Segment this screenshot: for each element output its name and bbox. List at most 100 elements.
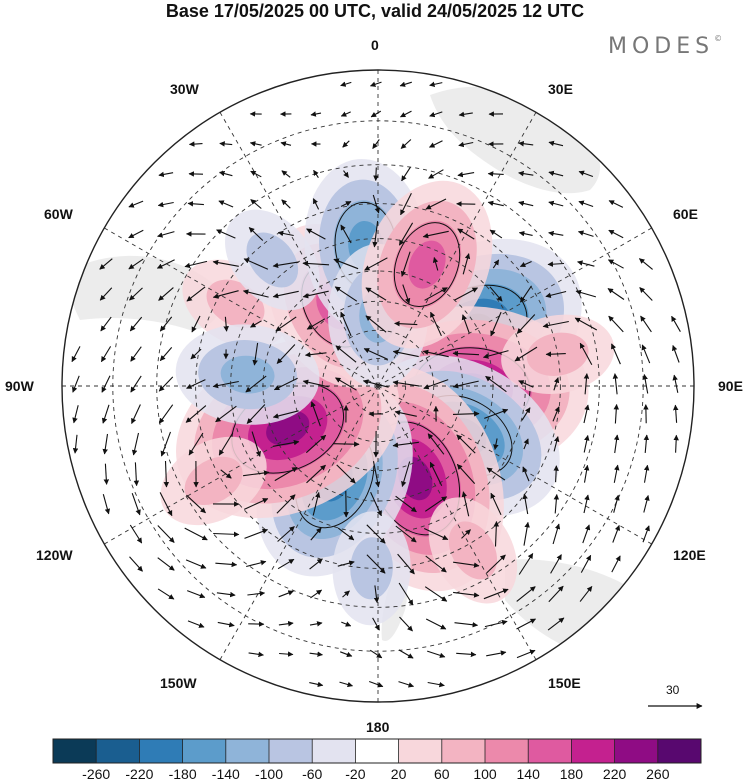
wind-vector: [157, 231, 175, 238]
wind-vector: [332, 441, 360, 447]
wind-vector: [457, 171, 475, 178]
wind-vector: [553, 465, 559, 483]
wind-vector: [641, 344, 651, 364]
lat-lon-grid: [62, 70, 694, 702]
wind-vector: [186, 379, 206, 389]
wind-vector: [281, 199, 291, 209]
wind-vector: [372, 461, 381, 488]
wind-vector: [188, 432, 204, 456]
wind-vector: [489, 286, 503, 302]
wind-vector: [306, 318, 326, 330]
wind-vector: [72, 375, 80, 393]
wind-vector: [583, 464, 590, 483]
wind-vector: [157, 525, 175, 543]
wind-vector: [613, 494, 620, 513]
wind-vector: [370, 491, 382, 517]
wind-vector: [129, 524, 143, 544]
wind-vector: [272, 290, 299, 299]
wind-vector: [185, 405, 207, 423]
colorbar-swatch: [53, 739, 97, 763]
wind-vector: [190, 348, 202, 360]
wind-vector: [219, 170, 233, 177]
wind-vector: [372, 617, 380, 631]
wind-vector: [612, 524, 621, 543]
wind-vector: [518, 200, 534, 207]
wind-vector: [244, 528, 269, 539]
wind-vector: [220, 469, 232, 479]
wind-vector: [548, 140, 564, 147]
wind-vector: [128, 200, 144, 208]
map-boundary: [61, 69, 695, 703]
wind-vector: [516, 586, 536, 602]
wind-vector: [427, 650, 446, 658]
wind-vector: [249, 141, 262, 147]
wind-vector: [452, 411, 480, 417]
wind-vector: [340, 81, 352, 87]
wind-vector: [643, 494, 650, 513]
wind-vector: [128, 229, 144, 239]
wind-vector: [159, 316, 173, 332]
wind-vector: [611, 343, 621, 365]
wind-vector: [398, 649, 414, 659]
wind-vector: [516, 649, 536, 659]
wind-vector: [672, 374, 679, 393]
wind-vector: [159, 347, 173, 362]
colorbar-swatch: [355, 739, 399, 763]
lon-label-120w: 120W: [36, 547, 73, 563]
wind-vector: [452, 350, 480, 357]
wind-vector: [313, 169, 319, 178]
wind-vector: [642, 525, 650, 543]
wind-vector: [432, 256, 439, 271]
wind-vector: [72, 405, 79, 424]
wind-vector: [187, 201, 204, 207]
wind-vector: [484, 408, 509, 419]
wind-vector: [305, 434, 327, 454]
wind-vector: [158, 404, 174, 424]
wind-vector: [458, 141, 474, 148]
wind-vector: [608, 229, 624, 239]
colorbar-swatch: [398, 739, 443, 763]
wind-vector: [423, 528, 449, 540]
wind-vector: [372, 139, 380, 150]
wind-vector: [215, 405, 237, 423]
wind-vector: [372, 221, 379, 248]
wind-vector: [101, 404, 110, 424]
wind-vector: [490, 492, 502, 516]
lon-label-30w: 30W: [170, 81, 199, 97]
wind-vector: [72, 434, 79, 454]
reference-vector-label: 30: [666, 683, 680, 697]
colorbar-swatch: [485, 739, 529, 763]
wind-vector: [401, 166, 411, 182]
wind-vector: [215, 561, 238, 568]
wind-vector: [462, 253, 471, 275]
wind-vector: [394, 320, 418, 327]
wind-vector: [577, 260, 595, 267]
wind-vector: [429, 140, 443, 148]
wind-vector: [428, 169, 444, 179]
wind-vector: [422, 230, 449, 239]
wind-vector: [486, 650, 507, 657]
wind-vector: [640, 315, 652, 333]
wind-vector: [340, 311, 352, 337]
wind-vector: [552, 523, 561, 545]
wind-vector: [302, 260, 330, 267]
wind-vector: [252, 342, 259, 366]
wind-vector: [310, 401, 321, 427]
wind-vector: [312, 198, 320, 210]
wind-vector: [337, 560, 355, 567]
wind-vector: [341, 621, 352, 627]
colorbar-tick-label: 60: [434, 766, 450, 782]
wind-vector: [274, 466, 298, 482]
wind-vector: [399, 81, 412, 87]
lon-label-150w: 150W: [160, 675, 197, 691]
wind-vector: [277, 526, 295, 542]
wind-vector: [281, 170, 291, 178]
wind-vector: [213, 531, 240, 538]
lon-label-30e: 30E: [548, 81, 573, 97]
wind-vector: [128, 258, 144, 270]
wind-vector: [309, 621, 323, 627]
wind-vector: [339, 681, 354, 688]
wind-vector: [71, 346, 81, 363]
wind-vector: [336, 464, 356, 484]
wind-vector: [425, 555, 447, 573]
